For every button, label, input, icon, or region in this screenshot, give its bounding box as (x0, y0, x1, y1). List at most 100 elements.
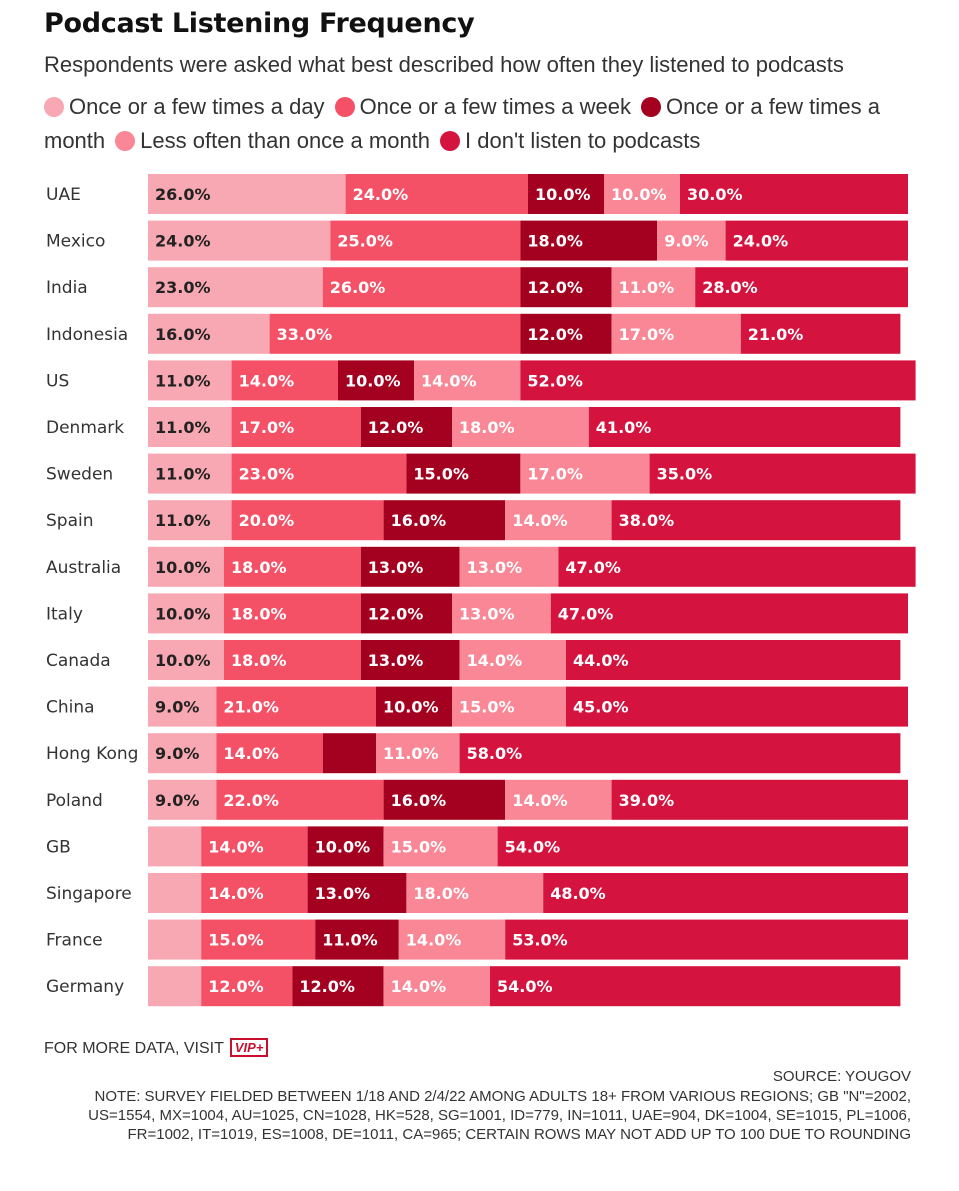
bar-segment (322, 733, 376, 774)
legend-swatch (641, 97, 662, 117)
category-label: Spain (46, 511, 94, 531)
data-label: 10.0% (315, 837, 371, 856)
data-label: 15.0% (459, 698, 515, 717)
data-label: 20.0% (239, 511, 295, 530)
legend-label: I don't listen to podcasts (465, 128, 701, 153)
data-label: 16.0% (391, 791, 447, 810)
bar-segment (148, 500, 232, 541)
category-label: China (46, 698, 95, 718)
bar-segment (360, 640, 460, 680)
bar-segment (459, 640, 566, 680)
data-label: 14.0% (421, 371, 477, 390)
bar-segment (695, 267, 908, 308)
legend-swatch (115, 131, 136, 151)
bar-segment (543, 873, 908, 913)
data-label: 10.0% (383, 698, 439, 717)
category-label: GB (46, 837, 71, 857)
data-label: 11.0% (155, 511, 211, 530)
data-label: 12.0% (527, 278, 583, 297)
category-label: US (46, 371, 69, 391)
bar-segment (148, 919, 202, 960)
data-label: 14.0% (391, 977, 447, 996)
data-label: 35.0% (657, 465, 713, 484)
bar-segment (360, 593, 452, 634)
legend-label: Once or a few times a week (359, 94, 632, 119)
category-label: UAE (46, 185, 81, 205)
bar-segment (520, 220, 658, 261)
legend-label: Less often than once a month (140, 128, 431, 153)
data-label: 22.0% (223, 791, 279, 810)
data-label: 21.0% (223, 698, 279, 717)
legend-swatch (44, 97, 64, 117)
bar-segment (550, 593, 908, 634)
bar-segment (566, 686, 908, 727)
bar-segment (520, 453, 650, 494)
bar-segment (406, 873, 544, 913)
data-label: 11.0% (619, 278, 675, 297)
data-label: 18.0% (413, 884, 469, 903)
data-label: 14.0% (512, 511, 568, 530)
data-label: 39.0% (619, 791, 675, 810)
bar-segment (201, 966, 293, 1007)
category-label: Poland (46, 791, 103, 811)
data-label: 9.0% (155, 744, 199, 763)
data-label: 18.0% (527, 232, 583, 251)
category-label: Hong Kong (46, 744, 138, 764)
data-label: 54.0% (505, 837, 561, 856)
data-label: 12.0% (368, 604, 424, 623)
bar-segment (338, 360, 414, 401)
bar-segment (376, 686, 452, 727)
bar-segment (459, 733, 901, 774)
bar-segment (231, 500, 384, 541)
bar-segment (201, 919, 316, 960)
bar-segment (505, 500, 612, 541)
bar-segment (224, 640, 361, 680)
bar-segment (307, 873, 407, 913)
data-label: 12.0% (299, 977, 355, 996)
footer-cta: FOR MORE DATA, VISIT VIP+ (44, 1038, 269, 1058)
bar-segment (680, 174, 908, 214)
data-label: 12.0% (208, 977, 264, 996)
chart-subtitle: Respondents were asked what best describ… (44, 52, 844, 77)
data-label: 11.0% (155, 465, 211, 484)
category-label: Italy (46, 604, 83, 624)
data-label: 33.0% (277, 325, 333, 344)
data-label: 15.0% (413, 465, 469, 484)
bar-segment (360, 407, 452, 447)
data-label: 14.0% (406, 931, 462, 950)
bar-segment (148, 174, 346, 214)
data-label: 10.0% (155, 651, 211, 670)
bar-segment (520, 313, 612, 354)
vip-plus-badge[interactable]: VIP+ (229, 1038, 269, 1057)
data-label: 14.0% (223, 744, 279, 763)
bar-segment (201, 826, 308, 867)
bar-segment (414, 360, 521, 401)
data-label: 18.0% (459, 418, 515, 437)
bar-segment (505, 779, 612, 820)
data-label: 26.0% (330, 278, 386, 297)
data-label: 17.0% (619, 325, 675, 344)
bar-segment (307, 826, 384, 867)
legend-label: Once or a few times a month (44, 94, 880, 153)
legend-item: Once or a few times a day (44, 94, 325, 119)
bar-segment (292, 966, 384, 1007)
bar-segment (520, 360, 916, 401)
bar-segment (216, 686, 376, 727)
data-label: 18.0% (231, 558, 287, 577)
bar-segment (558, 546, 916, 587)
bar-segment (452, 593, 551, 634)
bar-segment (611, 779, 908, 820)
category-label: Mexico (46, 232, 105, 252)
bar-segment (148, 407, 232, 447)
data-label: 15.0% (391, 837, 447, 856)
category-label: Canada (46, 651, 111, 671)
data-label: 23.0% (155, 278, 211, 297)
data-label: 17.0% (239, 418, 295, 437)
bar-segment (740, 313, 901, 354)
legend-label: Once or a few times a day (69, 94, 325, 119)
data-label: 23.0% (239, 465, 295, 484)
data-label: 10.0% (155, 604, 211, 623)
bar-segment (231, 360, 338, 401)
bar-segment (452, 407, 589, 447)
bar-segment (383, 500, 506, 541)
